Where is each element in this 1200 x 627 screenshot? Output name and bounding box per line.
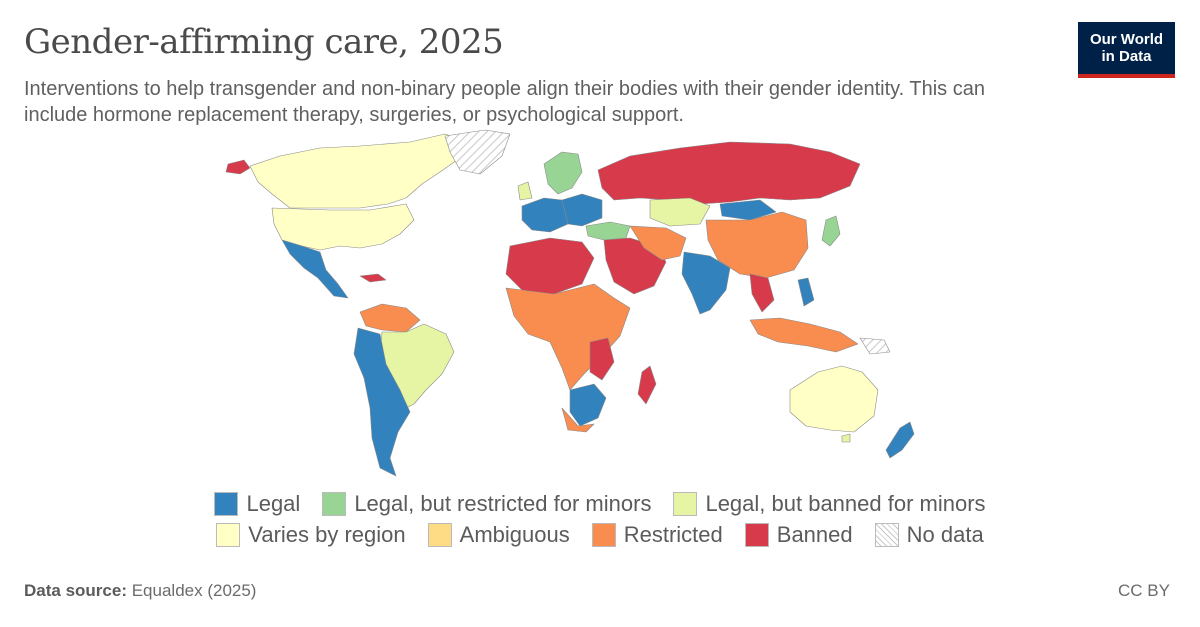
region-kazakhstan[interactable] bbox=[649, 197, 711, 227]
region-greenland[interactable] bbox=[444, 129, 511, 175]
owid-logo[interactable]: Our World in Data bbox=[1078, 22, 1175, 78]
region-india[interactable] bbox=[681, 251, 731, 315]
legend-swatch-legal-banned-minors bbox=[673, 492, 698, 516]
region-png[interactable] bbox=[859, 337, 891, 355]
region-australia[interactable] bbox=[789, 365, 879, 433]
region-philippines[interactable] bbox=[797, 277, 815, 307]
region-nordics[interactable] bbox=[543, 151, 583, 195]
legend-label: Banned bbox=[776, 522, 853, 547]
region-north-africa[interactable] bbox=[505, 237, 595, 295]
world-map[interactable] bbox=[210, 128, 970, 488]
logo-line-1: Our World bbox=[1089, 31, 1164, 48]
legend-item-legal[interactable]: Legal bbox=[214, 491, 300, 517]
region-new-zealand[interactable] bbox=[885, 421, 915, 459]
legend-item-legal-banned-minors[interactable]: Legal, but banned for minors bbox=[673, 491, 986, 517]
legend-label: Legal, but banned for minors bbox=[705, 491, 986, 516]
region-mexico[interactable] bbox=[281, 239, 349, 299]
legend-item-restricted[interactable]: Restricted bbox=[591, 522, 723, 548]
data-source-label: Data source: bbox=[24, 581, 127, 600]
legend-swatch-legal-restricted-minors bbox=[322, 492, 347, 516]
legend-label: Ambiguous bbox=[459, 522, 570, 547]
legend-label: Legal, but restricted for minors bbox=[354, 491, 652, 516]
region-southern-africa[interactable] bbox=[569, 383, 607, 427]
region-east-africa[interactable] bbox=[589, 337, 615, 381]
region-tasmania[interactable] bbox=[841, 433, 851, 443]
chart-subtitle: Interventions to help transgender and no… bbox=[24, 78, 985, 126]
region-north-south-america[interactable] bbox=[359, 303, 421, 333]
logo-line-2: in Data bbox=[1101, 48, 1152, 65]
region-southeast-asia[interactable] bbox=[749, 273, 775, 313]
chart-title: Gender-affirming care, 2025 bbox=[24, 22, 504, 62]
region-iran[interactable] bbox=[629, 225, 687, 261]
legend-row-1: Legal Legal, but restricted for minors L… bbox=[0, 491, 1200, 517]
legend-label: Varies by region bbox=[248, 522, 406, 547]
region-uk[interactable] bbox=[517, 181, 533, 201]
legend-swatch-banned bbox=[744, 523, 769, 547]
legend-label: Legal bbox=[246, 491, 301, 516]
region-turkey[interactable] bbox=[585, 221, 631, 241]
region-andes-argentina[interactable] bbox=[353, 327, 411, 477]
region-central-africa[interactable] bbox=[505, 283, 631, 391]
region-mongolia[interactable] bbox=[719, 199, 777, 221]
legend-item-varies[interactable]: Varies by region bbox=[216, 522, 406, 548]
legend-swatch-no-data bbox=[874, 523, 899, 547]
legend-row-2: Varies by region Ambiguous Restricted Ba… bbox=[0, 522, 1200, 548]
region-japan[interactable] bbox=[821, 215, 841, 247]
region-madagascar[interactable] bbox=[637, 365, 657, 405]
region-canada[interactable] bbox=[249, 133, 471, 209]
legend-swatch-varies bbox=[216, 523, 241, 547]
legend-swatch-legal bbox=[214, 492, 239, 516]
license-link[interactable]: CC BY bbox=[1118, 581, 1170, 600]
region-china[interactable] bbox=[705, 211, 809, 279]
region-caribbean[interactable] bbox=[359, 273, 387, 283]
legend-item-legal-restricted-minors[interactable]: Legal, but restricted for minors bbox=[322, 491, 651, 517]
region-eastern-europe[interactable] bbox=[561, 193, 603, 227]
data-source: Data source: Equaldex (2025) bbox=[24, 581, 256, 601]
legend-item-no-data[interactable]: No data bbox=[874, 522, 984, 548]
legend-item-banned[interactable]: Banned bbox=[744, 522, 853, 548]
legend-label: No data bbox=[906, 522, 984, 547]
legend-swatch-ambiguous bbox=[427, 523, 452, 547]
legend-label: Restricted bbox=[623, 522, 723, 547]
legend-item-ambiguous[interactable]: Ambiguous bbox=[427, 522, 570, 548]
region-indonesia[interactable] bbox=[749, 317, 859, 353]
region-south-africa[interactable] bbox=[561, 407, 595, 433]
region-alaska[interactable] bbox=[225, 159, 251, 175]
data-source-value[interactable]: Equaldex (2025) bbox=[131, 581, 257, 600]
legend-swatch-restricted bbox=[591, 523, 616, 547]
region-russia[interactable] bbox=[597, 141, 861, 205]
